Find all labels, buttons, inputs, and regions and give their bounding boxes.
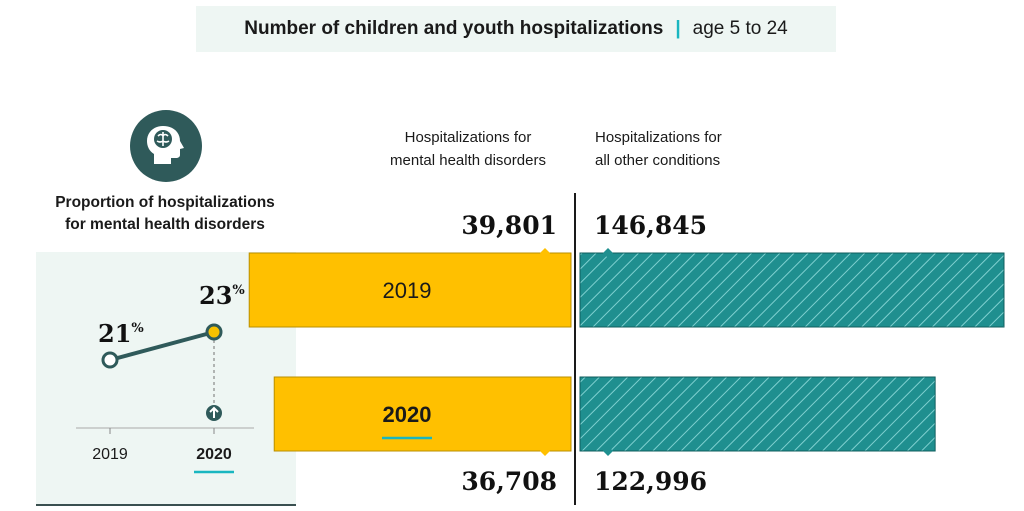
proportion-line-chart: 21%23%2019 2020: [76, 281, 254, 474]
category-label-2019: 2019: [383, 278, 432, 303]
arrow-up-icon: [206, 405, 222, 421]
mental-header-line1: Hospitalizations for: [404, 129, 532, 146]
other-header-line1: Hospitalizations for: [595, 129, 722, 146]
point-2019: [101, 351, 119, 369]
percent-sign: %: [131, 321, 144, 336]
chart-title-bar: Number of children and youth hospitaliza…: [196, 6, 836, 52]
other-value-label-2019: 146,845: [594, 211, 707, 240]
value-label-2020: 23%: [199, 281, 245, 310]
other-column-header: Hospitalizations for all other condition…: [595, 126, 722, 172]
mental-value-label-2019: 39,801: [461, 211, 557, 240]
mental-column-header: Hospitalizations for mental health disor…: [380, 126, 556, 172]
mental-pointer-2019: [540, 248, 550, 258]
proportion-title-line1: Proportion of hospitalizations: [55, 194, 275, 211]
other-pointer-2020: [603, 446, 613, 456]
x-tick-label-2019: 2019: [92, 446, 128, 463]
chart-title: Number of children and youth hospitaliza…: [244, 18, 664, 39]
title-separator: |: [675, 18, 681, 39]
proportion-title-line2: for mental health disorders: [65, 216, 265, 233]
mental-bar-2019: [248, 252, 572, 328]
proportion-title: Proportion of hospitalizations for menta…: [30, 192, 300, 236]
series-line: [109, 330, 215, 362]
other-value-label-2020: 122,996: [594, 467, 707, 496]
mental-pointer-2020: [540, 446, 550, 456]
other-bar-2019: [579, 252, 1005, 328]
other-bar-2020: [579, 376, 936, 452]
other-pointer-2019: [603, 248, 613, 258]
mental-value-label-2020: 36,708: [461, 467, 557, 496]
chart-subtitle: age 5 to 24: [692, 18, 788, 39]
mental-header-line2: mental health disorders: [390, 152, 546, 169]
percent-sign: %: [232, 283, 245, 298]
arrow-up-glyph: [209, 406, 219, 418]
x-tick-label-2020: 2020: [196, 446, 232, 463]
category-label-2020: 2020: [383, 402, 432, 427]
point-2020: [205, 323, 223, 341]
head-brain-icon: [130, 110, 202, 182]
other-header-line2: all other conditions: [595, 152, 721, 169]
